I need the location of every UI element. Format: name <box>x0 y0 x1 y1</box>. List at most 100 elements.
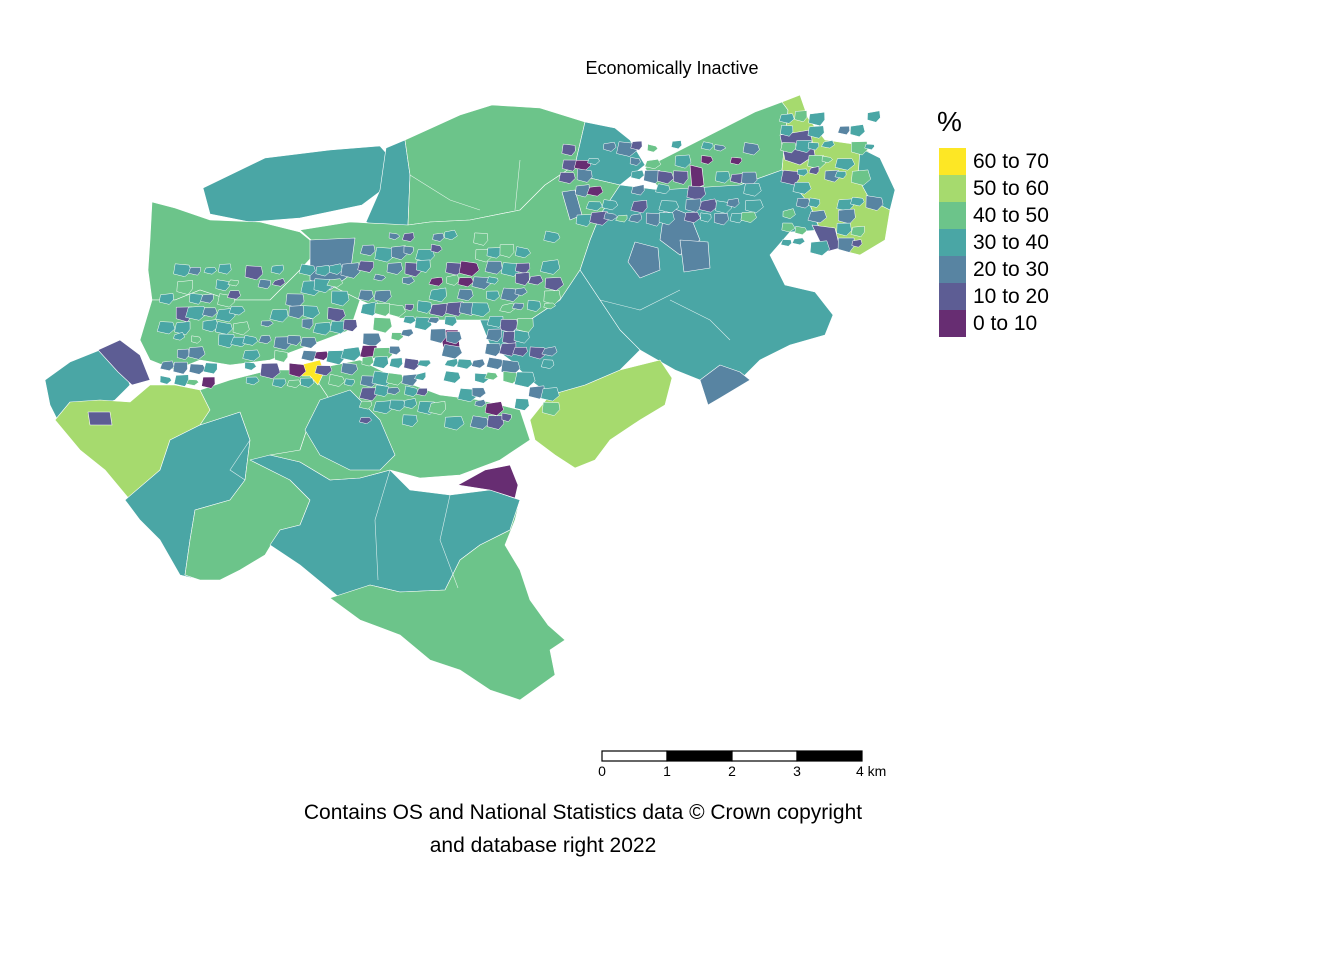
scale-tick-label: 3 <box>793 763 801 779</box>
map-ward <box>807 210 827 224</box>
map-ward <box>358 400 372 410</box>
map-ward <box>700 212 712 223</box>
map-ward <box>486 290 500 302</box>
map-ward <box>357 260 374 273</box>
map-ward <box>838 208 856 225</box>
map-ward <box>778 113 795 124</box>
map-boundaries <box>229 159 731 589</box>
map-ward <box>791 237 806 246</box>
map-ward <box>401 414 418 427</box>
map-ward <box>269 309 289 323</box>
map-ward <box>417 359 432 368</box>
map-ward <box>244 361 257 371</box>
map-ward <box>414 316 432 331</box>
map-boundary-line <box>374 469 391 581</box>
map-ward <box>340 262 361 279</box>
map-region <box>699 364 751 406</box>
map-ward <box>516 318 534 333</box>
legend-label: 10 to 20 <box>973 285 1049 308</box>
map-ward <box>867 110 881 123</box>
credit-line-2: and database right 2022 <box>429 834 657 857</box>
map-region <box>689 164 705 191</box>
map-ward <box>807 125 825 139</box>
map-ward <box>428 287 447 303</box>
map-ward <box>172 361 188 375</box>
map-ward <box>389 357 403 369</box>
map-boundary-line <box>599 289 681 311</box>
legend-swatch <box>939 283 966 310</box>
map-ward <box>386 387 401 395</box>
map-ward <box>558 172 576 184</box>
map-ward <box>837 237 855 253</box>
map-ward <box>403 245 414 256</box>
map-ward <box>360 244 376 256</box>
map-ward <box>215 279 230 292</box>
map-ward <box>782 208 796 219</box>
map-ward <box>401 373 418 387</box>
map-ward <box>226 290 241 300</box>
map-ward <box>201 376 216 389</box>
scale-segment <box>731 750 798 762</box>
legend-swatch <box>939 256 966 283</box>
map-ward <box>587 158 600 165</box>
map-ward <box>540 259 561 275</box>
map-ward <box>359 387 378 402</box>
map-ward <box>499 302 516 313</box>
map-ward <box>288 362 307 378</box>
scale-tick-label: 2 <box>728 763 736 779</box>
map-ward <box>313 278 333 293</box>
map-ward <box>402 276 415 285</box>
map-ward <box>174 321 191 335</box>
map-ward <box>499 319 519 334</box>
map-ward <box>391 245 408 261</box>
map-ward <box>585 201 603 212</box>
map-ward <box>686 185 706 201</box>
map-ward <box>403 398 418 409</box>
map-ward <box>834 158 856 171</box>
map-ward <box>203 267 217 275</box>
map-ward <box>864 143 875 150</box>
map-ward <box>513 329 530 344</box>
map-ward <box>271 278 286 287</box>
map-ward <box>644 159 662 170</box>
scale-segment <box>666 750 733 762</box>
map-ward <box>298 263 316 276</box>
map-ward <box>630 200 648 214</box>
map-ward <box>458 260 480 277</box>
map-ward <box>849 124 866 137</box>
map-ward <box>629 157 641 166</box>
map-ward <box>386 262 403 275</box>
map-ward <box>543 302 556 310</box>
map-ward <box>655 183 670 195</box>
map-ward <box>372 317 393 334</box>
map-ward <box>443 370 461 384</box>
map-ward <box>469 415 490 430</box>
map-ward <box>726 198 740 208</box>
map-ward <box>329 320 348 334</box>
map-ward <box>484 260 503 275</box>
map-ward <box>374 247 395 263</box>
map-ward <box>185 305 207 321</box>
map-ward <box>416 259 431 273</box>
map-ward <box>340 362 358 376</box>
map-ward <box>742 142 760 156</box>
map-ward <box>444 229 458 241</box>
map-ward <box>529 346 548 360</box>
map-ward <box>303 305 320 320</box>
map-ward <box>359 417 372 424</box>
map-ward <box>865 195 884 211</box>
map-ward <box>400 328 414 337</box>
map-ward <box>373 273 386 282</box>
map-ward <box>658 200 680 214</box>
map-ward <box>511 302 525 311</box>
map-ward <box>575 214 593 227</box>
map-ward <box>471 276 492 290</box>
map-ward <box>404 304 414 312</box>
map-boundary-line <box>514 159 521 211</box>
map-ward <box>603 141 617 152</box>
map-ward <box>203 362 218 375</box>
map-ward <box>486 357 505 370</box>
map-ward <box>244 265 264 281</box>
map-ward <box>188 267 201 276</box>
map-ward <box>850 196 865 207</box>
